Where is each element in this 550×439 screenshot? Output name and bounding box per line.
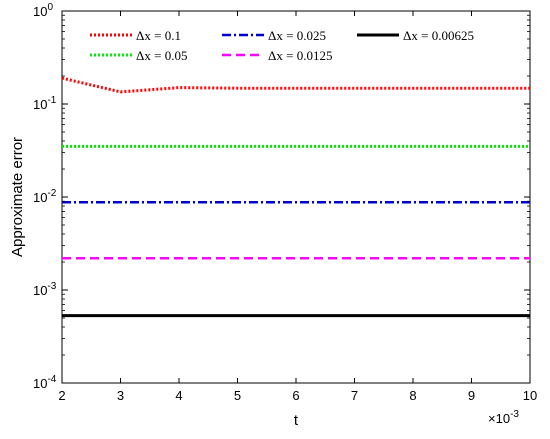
x-tick-label-3: 5 (234, 388, 241, 403)
y-tick-label-2: 10-2 (33, 188, 57, 205)
x-tick-label-1: 3 (117, 388, 124, 403)
x-tick-label-6: 8 (409, 388, 416, 403)
ticks-layer: 2 3 4 5 6 7 8 9 10 100 10-1 10-2 10-3 10-4 (33, 2, 537, 403)
series-layer (61, 76, 530, 318)
legend-label-2: Δx = 0.025 (268, 28, 326, 43)
x-tick-label-4: 6 (292, 388, 299, 403)
y-tick-label-4: 10-4 (33, 374, 57, 391)
legend-label-1: Δx = 0.05 (136, 48, 187, 63)
x-scale-multiplier-exp: -3 (510, 409, 519, 420)
legend-label-4: Δx = 0.00625 (403, 28, 474, 43)
y-tick-label-0: 100 (33, 2, 53, 19)
legend: Δx = 0.1 Δx = 0.05 Δx = 0.025 Δx = 0.0125 Δx… (90, 28, 474, 63)
y-axis-label: Approximate error (9, 137, 26, 257)
legend-label-0: Δx = 0.1 (136, 28, 181, 43)
plot-area (61, 10, 531, 384)
y-tick-label-3: 10-3 (33, 281, 57, 298)
x-tick-label-5: 7 (351, 388, 358, 403)
x-tick-label-7: 9 (468, 388, 475, 403)
legend-label-3: Δx = 0.0125 (268, 48, 332, 63)
x-axis-label: t (294, 412, 299, 429)
y-tick-label-1: 10-1 (33, 95, 57, 112)
x-scale-multiplier-base: ×10 (488, 411, 510, 426)
x-tick-label-0: 2 (58, 388, 65, 403)
x-scale-multiplier: ×10-3 (488, 409, 519, 426)
x-tick-label-2: 4 (175, 388, 182, 403)
x-tick-label-8: 10 (523, 388, 537, 403)
